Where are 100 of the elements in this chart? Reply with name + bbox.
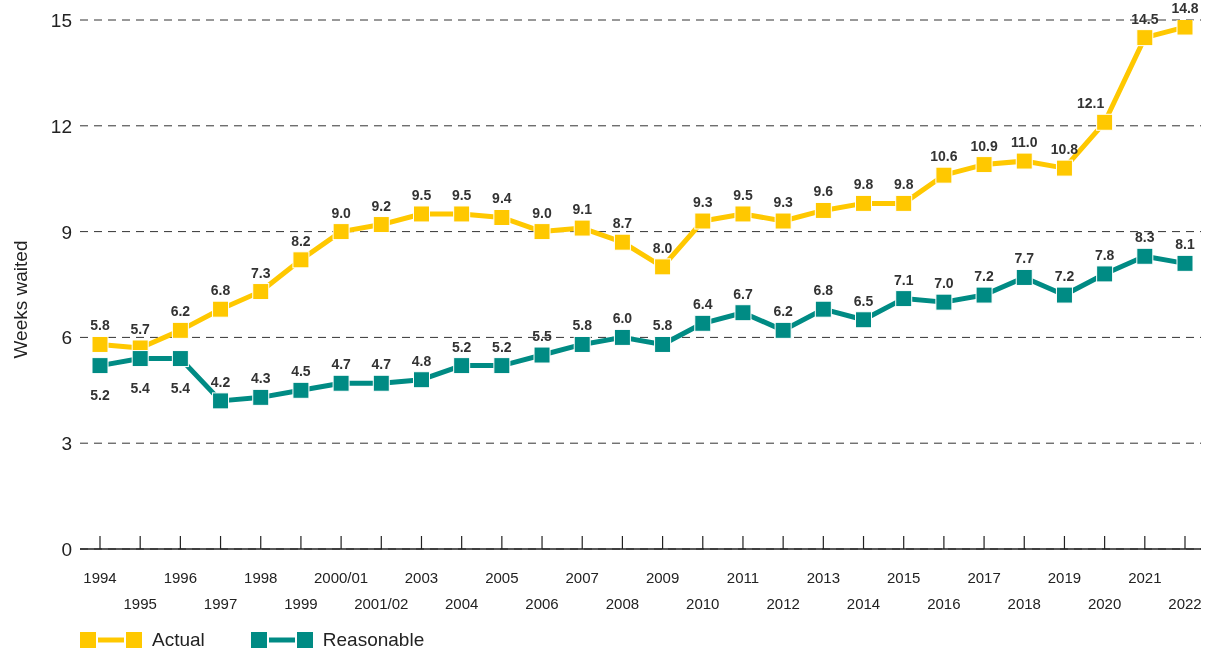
point — [1136, 247, 1154, 265]
legend-label: Actual — [152, 628, 205, 651]
point — [1096, 113, 1114, 131]
y-tick-label: 15 — [50, 9, 72, 31]
point — [252, 283, 270, 301]
data-label: 6.8 — [210, 282, 231, 299]
point — [734, 205, 752, 223]
point — [372, 216, 390, 234]
x-tick-label: 2001/02 — [354, 594, 409, 612]
data-label: 8.2 — [291, 232, 311, 249]
data-label: 6.2 — [773, 303, 794, 320]
x-tick-label: 2021 — [1128, 568, 1162, 586]
x-tick-label: 2019 — [1047, 568, 1082, 586]
x-tick-label: 1994 — [83, 568, 117, 586]
data-label: 7.3 — [251, 264, 271, 281]
data-label: 4.5 — [291, 363, 311, 380]
x-tick-label: 2004 — [444, 594, 479, 612]
point — [332, 374, 350, 392]
point — [493, 208, 511, 226]
point — [91, 357, 109, 375]
point — [1055, 286, 1073, 304]
x-tick-label: 2007 — [565, 568, 599, 586]
point — [412, 205, 430, 223]
point — [1176, 20, 1194, 36]
x-tick-label: 2008 — [605, 594, 640, 612]
data-label: 5.8 — [90, 317, 110, 334]
data-label: 11.0 — [1011, 134, 1038, 151]
point — [1015, 268, 1033, 286]
x-tick-label: 2013 — [806, 568, 841, 586]
data-label: 5.4 — [170, 379, 191, 396]
data-label: 9.5 — [451, 186, 472, 203]
data-label: 5.2 — [492, 338, 512, 355]
x-tick-label: 1995 — [123, 594, 157, 612]
data-label: 6.7 — [733, 285, 753, 302]
point — [372, 374, 390, 392]
point — [131, 350, 149, 368]
point — [855, 194, 873, 212]
data-label: 4.7 — [371, 356, 392, 373]
data-label: 8.1 — [1175, 236, 1195, 253]
data-label: 4.2 — [210, 373, 231, 390]
point — [654, 258, 672, 276]
point — [613, 328, 631, 346]
x-tick-label: 1999 — [284, 594, 318, 612]
point — [171, 321, 189, 339]
data-label: 9.5 — [733, 186, 753, 203]
x-tick-label: 2020 — [1087, 594, 1122, 612]
x-tick-label: 2018 — [1007, 594, 1041, 612]
data-label: 6.4 — [693, 296, 713, 313]
x-tick-label: 1997 — [203, 594, 238, 612]
point — [533, 223, 551, 241]
point — [212, 300, 230, 318]
point — [1015, 152, 1033, 170]
y-tick-label: 3 — [61, 432, 72, 454]
data-label: 4.3 — [251, 370, 271, 387]
data-label: 5.7 — [130, 320, 151, 337]
point — [734, 304, 752, 322]
y-tick-label: 6 — [61, 326, 72, 348]
x-tick-label: 2005 — [485, 568, 519, 586]
point — [573, 335, 591, 353]
data-label: 9.3 — [693, 194, 713, 211]
data-label: 5.2 — [451, 338, 472, 355]
point — [814, 201, 832, 219]
x-tick-label: 2006 — [525, 594, 559, 612]
point — [814, 300, 832, 318]
x-tick-label: 2009 — [645, 568, 680, 586]
point — [573, 219, 591, 237]
x-tick-label: 2011 — [726, 568, 760, 586]
legend-label: Reasonable — [322, 628, 425, 651]
data-label: 4.7 — [331, 356, 352, 373]
data-label: 10.9 — [970, 137, 998, 154]
point — [332, 223, 350, 241]
point — [654, 335, 672, 353]
point — [453, 357, 471, 375]
x-tick-label: 1998 — [244, 568, 278, 586]
data-label: 9.2 — [371, 197, 392, 214]
x-tick-label: 2003 — [404, 568, 439, 586]
data-label: 9.4 — [492, 190, 512, 207]
point — [252, 388, 270, 406]
x-tick-label: 2010 — [686, 594, 720, 612]
point — [212, 392, 230, 410]
data-label: 5.2 — [90, 387, 110, 404]
point — [292, 381, 310, 399]
point — [412, 371, 430, 389]
data-label: 8.7 — [612, 215, 633, 232]
data-label: 5.8 — [652, 317, 673, 334]
data-label: 6.8 — [813, 282, 834, 299]
point — [493, 357, 511, 375]
point — [935, 293, 953, 311]
y-tick-label: 12 — [50, 115, 72, 137]
point — [774, 321, 792, 339]
point — [975, 156, 993, 174]
point — [613, 233, 631, 251]
point — [975, 286, 993, 304]
x-tick-label: 2012 — [766, 594, 800, 612]
data-label: 9.6 — [813, 183, 834, 200]
y-axis-title: Weeks waited — [9, 240, 31, 359]
data-label: 7.2 — [1054, 268, 1075, 285]
point — [1136, 29, 1154, 47]
data-label: 6.0 — [612, 310, 633, 327]
data-label: 5.8 — [572, 317, 593, 334]
